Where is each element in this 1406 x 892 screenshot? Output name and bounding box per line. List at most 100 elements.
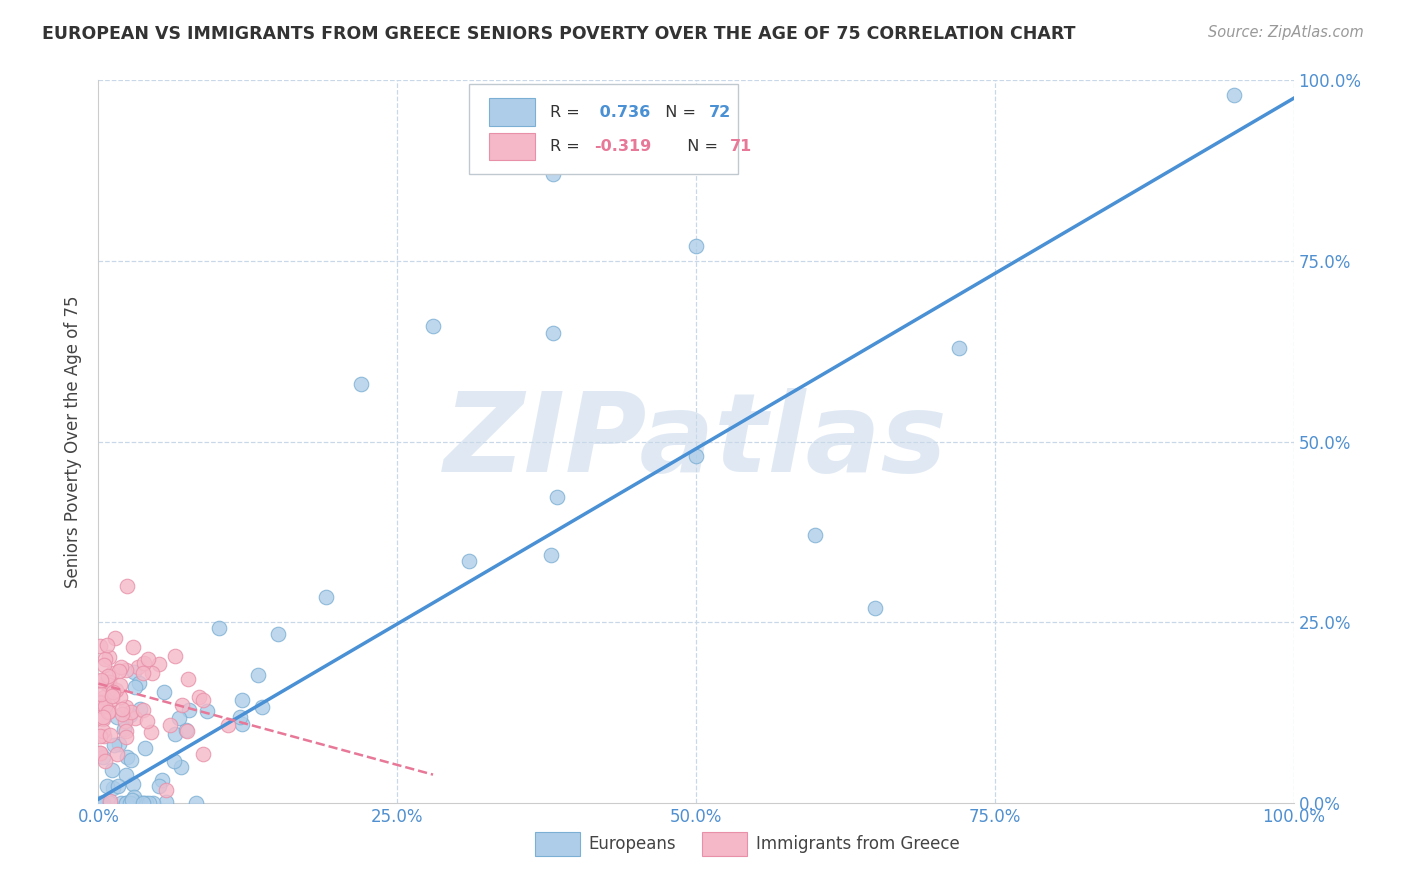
Point (142, 796, 165, 810)
Point (93, 698, 115, 713)
Point (114, 730, 136, 744)
Point (90, 674, 112, 689)
Point (129, 702, 152, 716)
Text: Immigrants from Greece: Immigrants from Greece (756, 835, 959, 853)
Point (93, 712, 115, 726)
Point (103, 738, 125, 752)
Bar (534, 832, 581, 855)
Point (195, 704, 218, 718)
Point (127, 660, 149, 674)
Point (315, 590, 337, 604)
Point (114, 768, 136, 782)
Point (541, 326, 564, 340)
Point (231, 693, 253, 707)
Point (107, 737, 129, 751)
Point (131, 796, 153, 810)
Point (110, 796, 132, 810)
Text: 72: 72 (709, 104, 731, 120)
Point (93, 690, 115, 705)
Point (131, 666, 153, 681)
Point (101, 691, 124, 706)
Point (122, 777, 145, 791)
Point (229, 710, 252, 724)
Point (135, 796, 157, 810)
Point (163, 648, 186, 663)
Point (134, 656, 156, 670)
Point (114, 663, 136, 677)
Point (110, 677, 132, 691)
Point (98, 649, 121, 664)
Point (101, 666, 124, 681)
Point (105, 747, 128, 761)
Y-axis label: Seniors Poverty Over the Age of 75: Seniors Poverty Over the Age of 75 (65, 295, 83, 588)
Point (94, 676, 117, 690)
Point (191, 693, 214, 707)
FancyBboxPatch shape (470, 84, 738, 174)
Point (98, 796, 121, 810)
Point (115, 724, 138, 739)
Point (148, 779, 170, 793)
Point (114, 723, 136, 737)
Point (148, 657, 170, 671)
Point (127, 795, 149, 809)
Point (121, 640, 143, 654)
Point (121, 792, 143, 806)
Point (172, 698, 194, 712)
Point (804, 528, 827, 542)
Point (91, 796, 114, 810)
Point (90, 687, 112, 701)
Point (120, 706, 142, 720)
Point (91, 710, 114, 724)
Point (350, 376, 373, 391)
Point (104, 631, 127, 645)
Point (93, 695, 115, 709)
Point (177, 703, 200, 717)
Text: Source: ZipAtlas.com: Source: ZipAtlas.com (1208, 25, 1364, 40)
Point (188, 690, 211, 705)
Point (98, 728, 121, 742)
Text: 0.736: 0.736 (595, 104, 651, 120)
Point (97, 704, 120, 718)
Point (132, 703, 155, 717)
Point (266, 627, 288, 641)
Point (540, 548, 562, 562)
Point (1223, 87, 1246, 102)
Point (89, 695, 111, 709)
Text: N =: N = (655, 104, 702, 120)
Point (120, 753, 142, 767)
Bar (702, 832, 748, 855)
Point (685, 239, 707, 253)
Point (128, 675, 150, 690)
Point (170, 760, 193, 774)
Point (422, 318, 444, 333)
Point (115, 796, 138, 810)
Point (231, 716, 253, 731)
Point (124, 711, 146, 725)
Point (685, 449, 707, 463)
Point (98, 678, 121, 692)
Point (546, 490, 568, 504)
Text: Europeans: Europeans (589, 835, 676, 853)
Point (865, 600, 887, 615)
Point (91, 749, 114, 764)
Bar (489, 133, 534, 161)
Point (91, 699, 114, 714)
Text: -0.319: -0.319 (595, 139, 651, 154)
Point (114, 714, 136, 728)
Point (111, 702, 134, 716)
Point (124, 665, 146, 680)
Point (115, 796, 138, 810)
Point (139, 725, 162, 739)
Point (100, 689, 122, 703)
Point (176, 724, 198, 739)
Point (89, 746, 111, 760)
Point (96, 779, 118, 793)
Point (207, 621, 229, 635)
Point (115, 750, 138, 764)
Point (167, 711, 190, 725)
Point (155, 782, 177, 797)
Point (159, 718, 181, 732)
Point (97, 675, 120, 690)
Point (101, 763, 124, 777)
Point (101, 685, 124, 699)
